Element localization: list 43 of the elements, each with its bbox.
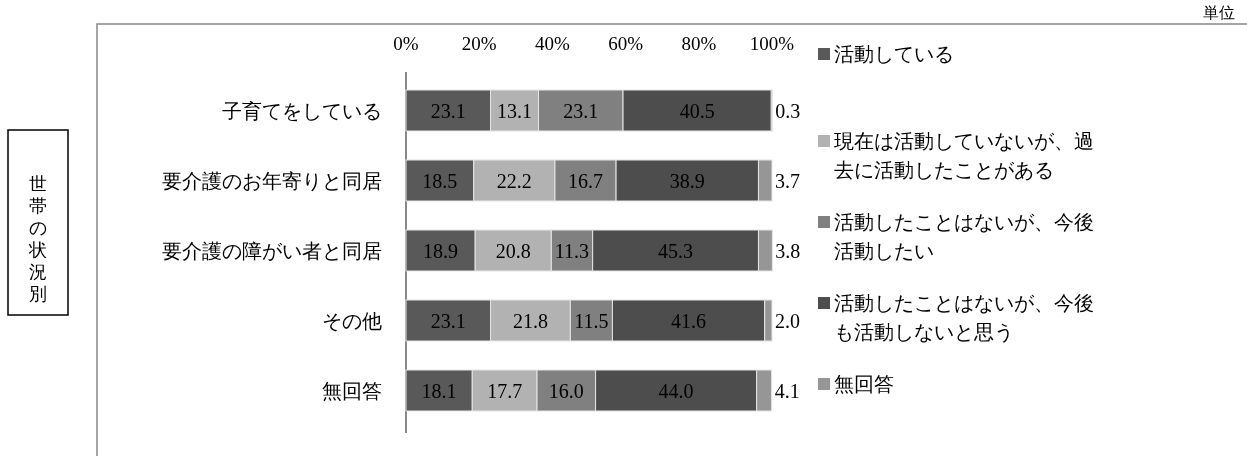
text: 単位 (1203, 4, 1235, 21)
data-label: 13.1 (497, 99, 533, 122)
data-label: 21.8 (512, 309, 548, 332)
data-label: 16.7 (568, 169, 604, 192)
data-label: 22.2 (496, 169, 532, 192)
data-label: 4.1 (774, 379, 800, 402)
data-label: 23.1 (563, 99, 599, 122)
data-label: 41.6 (671, 309, 707, 332)
data-label: 38.9 (669, 169, 705, 192)
x-tick-label: 40% (534, 33, 570, 54)
y-tick-label: 無回答 (322, 379, 382, 402)
y-tick-label: その他 (322, 309, 382, 332)
data-label: 0.3 (775, 99, 801, 122)
data-label: 2.0 (775, 309, 800, 332)
data-label: 40.5 (679, 99, 715, 122)
data-label: 18.9 (423, 239, 459, 262)
x-tick-label: 0% (393, 33, 419, 54)
data-label: 18.1 (421, 379, 457, 402)
data-label: 3.8 (775, 239, 801, 262)
x-tick-label: 60% (608, 33, 644, 54)
text: 世帯の状況別 (28, 174, 47, 304)
data-label: 18.5 (422, 169, 458, 192)
data-label: 3.7 (775, 169, 800, 192)
data-label: 20.8 (495, 239, 531, 262)
legend-label: 活動したことはないが、今後活動したい (834, 211, 1094, 262)
legend-label: 現在は活動していないが、過去に活動したことがある (834, 130, 1094, 181)
data-label: 23.1 (430, 99, 466, 122)
data-label: 17.7 (487, 379, 523, 402)
x-tick-label: 20% (461, 33, 497, 54)
legend-label: 活動したことはないが、今後も活動しないと思う (834, 292, 1094, 343)
y-tick-label: 要介護の障がい者と同居 (162, 239, 382, 262)
x-tick-label: 100% (749, 33, 795, 54)
data-label: 11.5 (574, 309, 609, 332)
data-label: 44.0 (658, 379, 694, 402)
x-tick-label: 80% (681, 33, 717, 54)
legend-label: 無回答 (834, 373, 894, 395)
data-label: 23.1 (430, 309, 466, 332)
data-label: 16.0 (548, 379, 584, 402)
y-tick-label: 要介護のお年寄りと同居 (162, 169, 382, 192)
legend-label: 活動している (834, 43, 954, 65)
data-label: 45.3 (658, 239, 694, 262)
y-tick-label: 子育てをしている (222, 99, 382, 122)
data-label: 11.3 (554, 239, 590, 262)
